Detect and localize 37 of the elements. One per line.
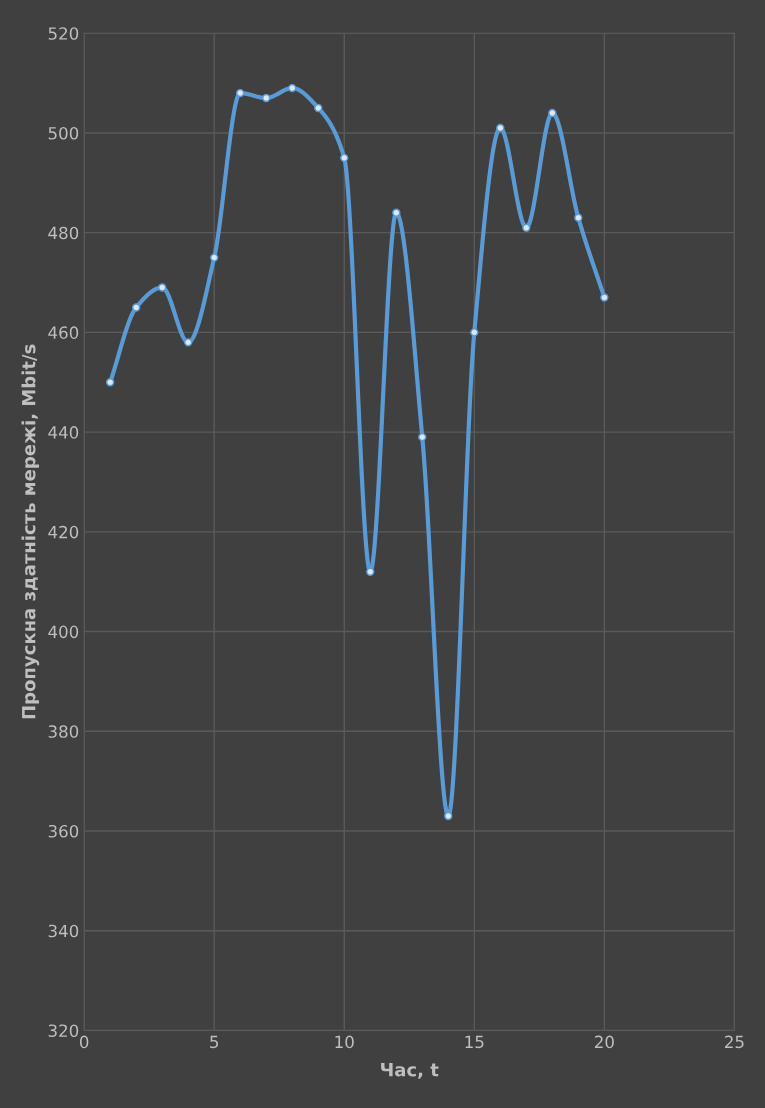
- point: [288, 83, 297, 93]
- point: [210, 253, 219, 262]
- y-tick-label: 440: [48, 426, 79, 439]
- y-tick-label: 340: [48, 924, 79, 938]
- x-tick-label: 0: [79, 1035, 89, 1049]
- point: [236, 88, 245, 98]
- point: [392, 208, 401, 217]
- x-tick-label: 10: [335, 1035, 354, 1049]
- point: [600, 293, 609, 302]
- y-axis-title: Пропускна здатність мережі, Mbit/s: [21, 344, 40, 719]
- x-tick-label: 15: [465, 1035, 484, 1049]
- point: [132, 303, 141, 312]
- point: [105, 378, 115, 387]
- point: [158, 283, 167, 292]
- y-tick-label: 480: [48, 226, 79, 240]
- x-axis-title: Час, t: [381, 1063, 439, 1079]
- point: [522, 223, 531, 232]
- point: [548, 108, 557, 118]
- point: [418, 432, 427, 442]
- point: [340, 153, 349, 163]
- y-tick-label: 320: [48, 1024, 79, 1038]
- x-tick-label: 5: [210, 1035, 219, 1049]
- point: [262, 93, 271, 103]
- y-tick-label: 520: [48, 27, 79, 40]
- point: [470, 328, 479, 337]
- point: [496, 123, 505, 133]
- y-tick-label: 360: [48, 824, 79, 838]
- point: [184, 338, 193, 347]
- point: [314, 103, 323, 113]
- x-tick-label: 25: [725, 1035, 744, 1049]
- y-tick-label: 500: [48, 126, 79, 140]
- y-tick-label: 380: [48, 725, 79, 738]
- y-tick-label: 420: [48, 525, 79, 539]
- point: [574, 213, 583, 222]
- x-tick-label: 20: [594, 1035, 614, 1049]
- y-tick-label: 400: [48, 625, 79, 639]
- y-tick-label: 460: [48, 326, 79, 339]
